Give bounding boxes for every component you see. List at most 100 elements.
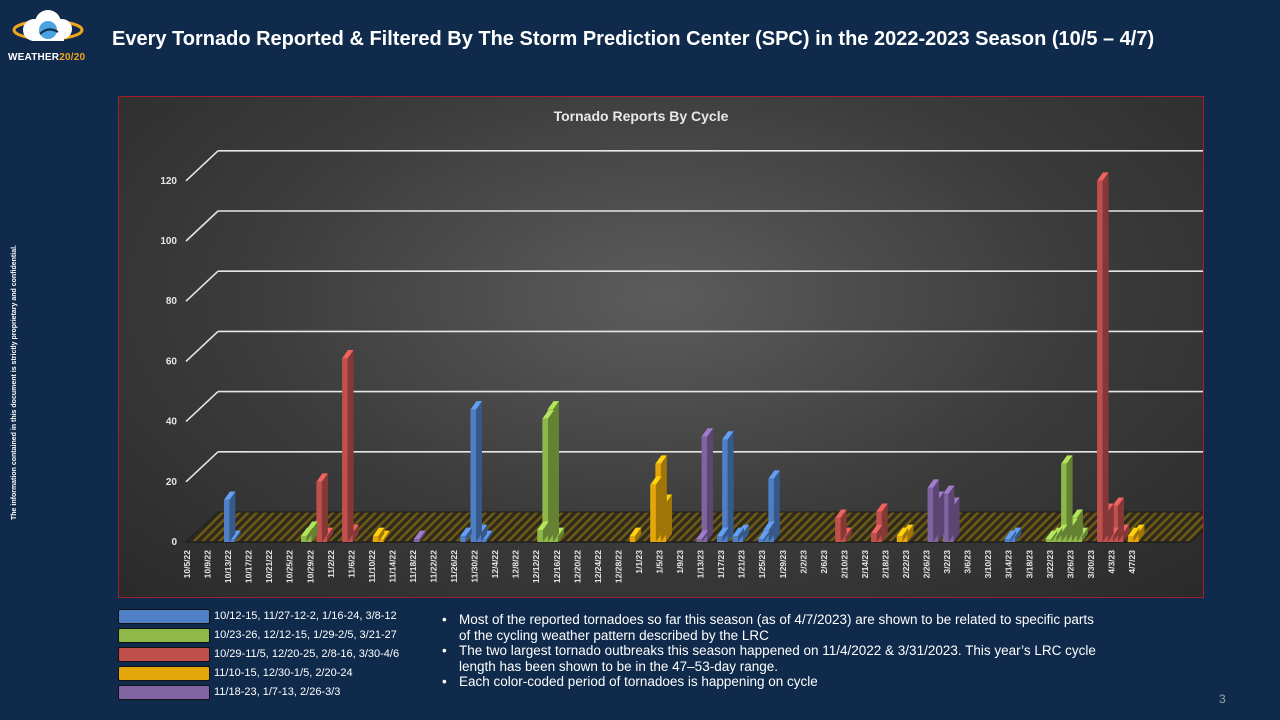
bar-top <box>650 476 662 485</box>
x-tick-label: 3/2/23 <box>942 550 952 574</box>
x-tick-label: 10/21/22 <box>264 550 274 583</box>
bar-side <box>902 527 909 542</box>
x-tick-label: 12/28/22 <box>613 550 623 583</box>
bars <box>223 172 1145 543</box>
y-tick-label: 100 <box>160 236 177 247</box>
bar-top <box>763 521 775 530</box>
bar-side <box>763 530 770 542</box>
bar <box>896 527 909 542</box>
bar-front <box>722 439 728 542</box>
legend-label: 11/18-23, 1/7-13, 2/26-3/3 <box>214 686 341 698</box>
x-tick-label: 3/22/23 <box>1045 550 1055 579</box>
bar-side <box>1102 172 1109 542</box>
bar-side <box>486 530 493 542</box>
legend-item: 11/18-23, 1/7-13, 2/26-3/3 <box>118 684 438 703</box>
bar-top <box>732 527 744 536</box>
bar-top <box>1127 527 1140 536</box>
bar-front <box>316 481 322 542</box>
x-tick-label: 1/5/23 <box>655 550 665 574</box>
bar-side <box>378 527 385 542</box>
logo-wordmark: WEATHER20/20 <box>8 52 85 63</box>
bar-top <box>372 527 385 536</box>
y-tick-label: 20 <box>166 477 178 488</box>
x-tick-label: 10/17/22 <box>244 550 254 583</box>
note-item: • Most of the reported tornadoes so far t… <box>440 612 1100 643</box>
bar-front <box>470 409 476 542</box>
x-tick-label: 11/26/22 <box>449 550 459 583</box>
bar-front <box>300 535 307 542</box>
logo-word: WEATHER <box>8 52 60 63</box>
bar <box>470 401 482 542</box>
bar-front <box>1009 535 1016 542</box>
bar <box>768 470 780 542</box>
bar-front <box>1061 463 1067 542</box>
bar-side <box>737 527 744 542</box>
bar-top <box>537 521 549 530</box>
x-tick-label: 1/25/23 <box>757 550 767 579</box>
confidentiality-note: The information contained in this docume… <box>11 245 18 520</box>
x-tick-label: 11/30/22 <box>470 550 480 583</box>
bullet-icon: • <box>442 643 447 659</box>
bar-front <box>650 484 656 542</box>
bar-top <box>1097 172 1109 181</box>
x-tick-label: 12/4/22 <box>490 550 500 579</box>
bar <box>223 491 236 542</box>
bar <box>722 431 734 542</box>
bar-side <box>311 521 318 542</box>
x-tick-label: 3/26/23 <box>1065 550 1075 579</box>
x-tick-label: 11/2/22 <box>326 550 336 578</box>
bar-side <box>1123 524 1130 542</box>
x-tick-label: 4/3/23 <box>1106 550 1116 574</box>
bar-front <box>1076 535 1083 542</box>
bar-side <box>953 497 960 542</box>
bar <box>413 530 426 542</box>
bar <box>927 479 940 542</box>
bar-side <box>558 527 565 542</box>
chart-legend: 10/12-15, 11/27-12-2, 1/16-24, 3/8-12 10/… <box>118 608 438 703</box>
bar-front <box>413 538 420 542</box>
bar-side <box>383 530 390 542</box>
x-tick-label: 1/29/23 <box>778 550 788 579</box>
grid-diagonal <box>185 391 219 423</box>
bar-front <box>942 493 949 542</box>
bar-side <box>707 428 714 542</box>
x-tick-label: 1/21/23 <box>737 550 747 579</box>
bar <box>300 527 313 542</box>
note-text: Each color-coded period of tornadoes is … <box>459 674 818 690</box>
bar-front <box>378 538 384 542</box>
bar-side <box>347 349 354 542</box>
bar-side <box>321 473 328 542</box>
x-tick-label: 11/10/22 <box>367 550 377 583</box>
bar-top <box>758 530 770 539</box>
x-tick-label: 10/9/22 <box>203 550 213 579</box>
x-tick-label: 10/25/22 <box>285 550 295 583</box>
bar-side <box>1112 527 1119 542</box>
bar-front <box>1112 505 1118 542</box>
bar <box>1097 172 1109 543</box>
legend-label: 10/12-15, 11/27-12-2, 1/16-24, 3/8-12 <box>214 610 397 622</box>
bar-side <box>1133 527 1140 542</box>
bar-front <box>629 535 636 542</box>
grid-diagonal <box>185 270 219 302</box>
bar-front <box>871 532 877 542</box>
bar-front <box>460 535 466 542</box>
bar <box>732 527 744 542</box>
bar <box>1004 530 1017 542</box>
bar-side <box>881 503 888 542</box>
bar <box>701 428 714 542</box>
bullet-icon: • <box>442 612 447 627</box>
bar-top <box>655 455 667 464</box>
bar-top <box>629 527 642 536</box>
page-number: 3 <box>1219 692 1226 706</box>
y-tick-label: 0 <box>171 537 177 548</box>
bar-side <box>938 491 945 542</box>
x-tick-label: 2/26/23 <box>922 550 932 579</box>
bar-side <box>419 530 426 542</box>
legend-swatch <box>118 666 210 681</box>
bar-side <box>352 524 359 542</box>
bar-top <box>768 470 780 479</box>
y-tick-label: 80 <box>166 296 178 307</box>
bar <box>629 527 642 542</box>
bar-front <box>372 535 379 542</box>
bar-front <box>696 538 702 542</box>
